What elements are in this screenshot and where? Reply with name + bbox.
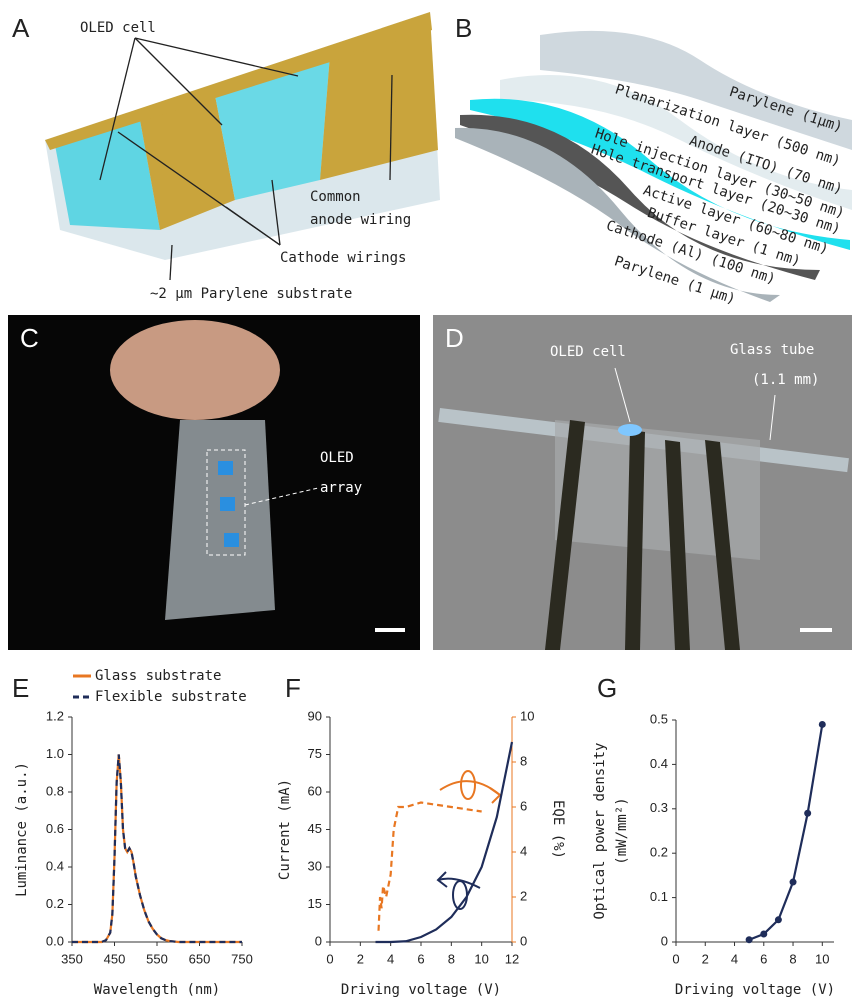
- y-tick-label: 0.6: [46, 821, 64, 836]
- panel-a: A OLED cell Common anode wiring Cathode …: [12, 12, 440, 302]
- annotation: (1.1 mm): [752, 372, 819, 388]
- y-tick-label: 0.8: [46, 783, 64, 798]
- annotation: Glass tube: [730, 342, 814, 358]
- y-tick-label: 0.0: [46, 933, 64, 948]
- panel-label: C: [20, 323, 39, 353]
- x-tick-label: 10: [474, 951, 488, 966]
- panel-label: B: [455, 13, 472, 43]
- x-tick-label: 350: [61, 951, 83, 966]
- figure: A OLED cell Common anode wiring Cathode …: [0, 0, 852, 1003]
- y-tick-label: 1.0: [46, 746, 64, 761]
- y-tick-label: 0.2: [46, 896, 64, 911]
- data-point: [819, 721, 826, 728]
- y2-tick-label: 4: [520, 843, 527, 858]
- y-tick-label: 0.2: [650, 845, 668, 860]
- data-point: [760, 931, 767, 938]
- data-point: [775, 916, 782, 923]
- series-line: [376, 742, 513, 942]
- data-point: [790, 879, 797, 886]
- annotation: Common: [310, 189, 361, 205]
- y2-tick-label: 8: [520, 753, 527, 768]
- series-line: [749, 724, 822, 939]
- y2-tick-label: 10: [520, 708, 534, 723]
- y-tick-label: 0: [661, 933, 668, 948]
- oled: [220, 497, 235, 511]
- series-line: [379, 803, 482, 931]
- x-tick-label: 450: [104, 951, 126, 966]
- annotation: OLED cell: [550, 344, 626, 360]
- x-tick-label: 4: [731, 951, 738, 966]
- panel-label: E: [12, 673, 29, 703]
- panel-d: D OLED cell Glass tube (1.1 mm): [433, 315, 852, 650]
- y-axis-label: Optical power density: [592, 742, 608, 919]
- panel-label: G: [597, 673, 617, 703]
- x-tick-label: 650: [189, 951, 211, 966]
- foil: [165, 420, 275, 620]
- x-tick-label: 4: [387, 951, 394, 966]
- x-tick-label: 6: [417, 951, 424, 966]
- y2-tick-label: 2: [520, 888, 527, 903]
- x-tick-label: 550: [146, 951, 168, 966]
- y2-tick-label: 0: [520, 933, 527, 948]
- data-point: [746, 936, 753, 943]
- panel-label: D: [445, 323, 464, 353]
- y-tick-label: 15: [308, 896, 322, 911]
- x-tick-label: 8: [448, 951, 455, 966]
- oled-glow: [618, 424, 642, 436]
- y-tick-label: 60: [308, 783, 322, 798]
- y-tick-label: 0.4: [650, 756, 668, 771]
- x-tick-label: 2: [702, 951, 709, 966]
- y-tick-label: 30: [308, 858, 322, 873]
- y2-axis-label: EQE (%): [550, 800, 566, 859]
- y-tick-label: 1.2: [46, 708, 64, 723]
- y-axis-label: Luminance (a.u.): [14, 762, 30, 897]
- y-axis-label: (mW/mm²): [614, 797, 630, 864]
- x-tick-label: 750: [231, 951, 253, 966]
- annotation: OLED cell: [80, 20, 156, 36]
- x-tick-label: 2: [357, 951, 364, 966]
- y-tick-label: 45: [308, 821, 322, 836]
- x-tick-label: 0: [326, 951, 333, 966]
- panel-c: C OLED array: [8, 315, 420, 650]
- y-tick-label: 90: [308, 708, 322, 723]
- annotation: OLED: [320, 450, 354, 466]
- x-tick-label: 12: [505, 951, 519, 966]
- oled: [224, 533, 239, 547]
- series-line: [72, 755, 242, 943]
- panel-label: A: [12, 13, 30, 43]
- x-axis-label: Driving voltage (V): [675, 982, 835, 998]
- y-tick-label: 0.5: [650, 711, 668, 726]
- y-tick-label: 75: [308, 746, 322, 761]
- panel-label: F: [285, 673, 301, 703]
- series-line: [72, 755, 242, 943]
- x-tick-label: 0: [672, 951, 679, 966]
- finger: [110, 320, 280, 420]
- y2-tick-label: 6: [520, 798, 527, 813]
- annotation: Cathode wirings: [280, 250, 406, 266]
- legend-label: Flexible substrate: [95, 689, 247, 705]
- annotation: anode wiring: [310, 212, 411, 228]
- x-tick-label: 10: [815, 951, 829, 966]
- y-axis-label: Current (mA): [277, 779, 293, 880]
- y-tick-label: 0: [315, 933, 322, 948]
- annotation: ~2 μm Parylene substrate: [150, 286, 352, 302]
- x-axis-label: Driving voltage (V): [341, 982, 501, 998]
- y-tick-label: 0.3: [650, 800, 668, 815]
- legend-label: Glass substrate: [95, 668, 221, 684]
- data-point: [804, 810, 811, 817]
- x-tick-label: 8: [789, 951, 796, 966]
- oled: [218, 461, 233, 475]
- y-tick-label: 0.4: [46, 858, 64, 873]
- annotation: array: [320, 480, 362, 496]
- y-tick-label: 0.1: [650, 889, 668, 904]
- x-tick-label: 6: [760, 951, 767, 966]
- x-axis-label: Wavelength (nm): [94, 982, 220, 998]
